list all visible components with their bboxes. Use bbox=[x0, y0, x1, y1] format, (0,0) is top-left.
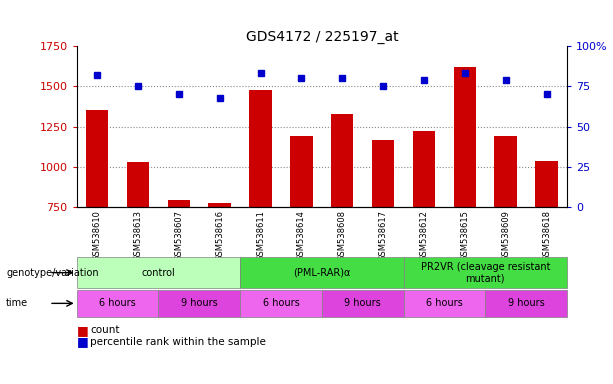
Text: 6 hours: 6 hours bbox=[99, 298, 136, 308]
Text: count: count bbox=[90, 325, 120, 335]
Bar bbox=[535, 161, 558, 207]
Text: 9 hours: 9 hours bbox=[508, 298, 544, 308]
Bar bbox=[413, 131, 435, 207]
Text: ■: ■ bbox=[77, 324, 88, 337]
Bar bbox=[167, 200, 190, 207]
Text: PR2VR (cleavage resistant
mutant): PR2VR (cleavage resistant mutant) bbox=[421, 262, 550, 283]
Text: control: control bbox=[142, 268, 175, 278]
Bar bbox=[331, 114, 354, 207]
Text: percentile rank within the sample: percentile rank within the sample bbox=[90, 337, 266, 347]
Text: ■: ■ bbox=[77, 335, 88, 348]
Text: (PML-RAR)α: (PML-RAR)α bbox=[293, 268, 351, 278]
Bar bbox=[372, 141, 394, 207]
Bar bbox=[127, 162, 149, 207]
Text: 9 hours: 9 hours bbox=[345, 298, 381, 308]
Text: genotype/variation: genotype/variation bbox=[6, 268, 99, 278]
Bar bbox=[290, 136, 313, 207]
Text: 9 hours: 9 hours bbox=[181, 298, 218, 308]
Text: 6 hours: 6 hours bbox=[426, 298, 463, 308]
Bar bbox=[208, 204, 231, 207]
Text: 6 hours: 6 hours bbox=[262, 298, 299, 308]
Bar bbox=[454, 67, 476, 207]
Title: GDS4172 / 225197_at: GDS4172 / 225197_at bbox=[246, 30, 398, 44]
Bar bbox=[249, 89, 272, 207]
Bar bbox=[86, 110, 109, 207]
Text: time: time bbox=[6, 298, 28, 308]
Bar bbox=[495, 136, 517, 207]
